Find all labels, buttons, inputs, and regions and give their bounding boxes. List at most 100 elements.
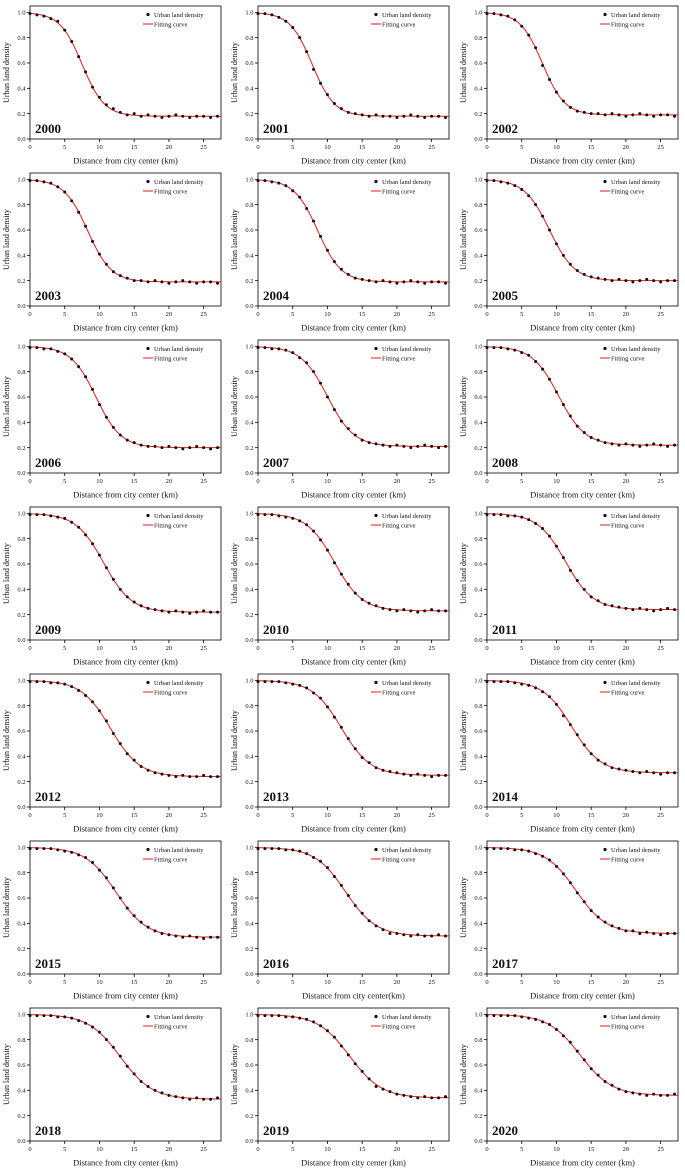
legend-fit-label: Fitting curve <box>382 523 416 530</box>
year-label: 2008 <box>492 455 519 470</box>
y-axis-label: Urban land density <box>2 710 11 771</box>
svg-text:0.4: 0.4 <box>246 587 255 594</box>
legend-scatter-marker <box>374 847 378 852</box>
fitting-curve <box>29 179 221 283</box>
year-label: 2012 <box>35 789 61 804</box>
svg-text:1.0: 1.0 <box>17 177 25 184</box>
y-axis-label: Urban land density <box>459 877 468 938</box>
svg-text:25: 25 <box>429 979 436 986</box>
svg-text:5: 5 <box>520 979 523 986</box>
svg-text:10: 10 <box>325 812 332 819</box>
svg-text:0.6: 0.6 <box>246 60 255 67</box>
year-label: 2006 <box>35 455 62 470</box>
x-axis: 0 5 10 15 20 25 <box>28 640 207 652</box>
legend-scatter-marker <box>603 847 607 852</box>
y-axis: 0.0 0.2 0.4 0.6 0.8 1.0 <box>474 1012 487 1145</box>
legend-scatter-label: Urban land density <box>382 179 432 186</box>
svg-text:25: 25 <box>200 645 207 652</box>
svg-text:0.2: 0.2 <box>474 779 482 786</box>
legend: Urban land density Fitting curve <box>599 346 661 363</box>
fitting-curve <box>486 12 678 116</box>
svg-text:20: 20 <box>166 478 173 485</box>
svg-text:10: 10 <box>96 645 103 652</box>
svg-text:0.0: 0.0 <box>474 804 482 811</box>
legend-fit-label: Fitting curve <box>154 356 188 363</box>
year-label: 2017 <box>492 956 519 971</box>
y-axis: 0.0 0.2 0.4 0.6 0.8 1.0 <box>17 177 30 310</box>
fitting-curve <box>486 1014 678 1096</box>
x-axis-label: Distance from city center (km) <box>301 657 406 667</box>
svg-text:0: 0 <box>28 645 31 652</box>
chart-2011: 0 5 10 15 20 25 0.0 0.2 0.4 0.6 0.8 1.0 Distance fro… <box>459 506 679 667</box>
legend: Urban land density Fitting curve <box>143 847 204 864</box>
chart-2018: 0 5 10 15 20 25 0.0 0.2 0.4 0.6 0.8 1.0 Distance fro… <box>2 1007 222 1168</box>
svg-text:15: 15 <box>359 979 366 986</box>
plot-frame <box>486 172 679 307</box>
chart-2019: 0 5 10 15 20 25 0.0 0.2 0.4 0.6 0.8 1.0 Distance fro… <box>230 1007 450 1168</box>
svg-text:0.4: 0.4 <box>474 1088 483 1095</box>
legend: Urban land density Fitting curve <box>371 12 433 29</box>
svg-text:1.0: 1.0 <box>246 344 254 351</box>
svg-text:0.6: 0.6 <box>474 561 483 568</box>
svg-text:0.2: 0.2 <box>474 946 482 953</box>
y-axis: 0.0 0.2 0.4 0.6 0.8 1.0 <box>17 1012 30 1145</box>
svg-text:10: 10 <box>96 144 103 151</box>
svg-text:0.6: 0.6 <box>17 394 26 401</box>
svg-text:0.8: 0.8 <box>246 35 254 42</box>
year-label: 2005 <box>492 288 519 303</box>
svg-text:0: 0 <box>257 1146 260 1153</box>
legend: Urban land density Fitting curve <box>143 179 204 196</box>
svg-text:5: 5 <box>291 979 294 986</box>
svg-text:0: 0 <box>485 144 488 151</box>
year-label: 2020 <box>492 1123 518 1138</box>
svg-text:0.8: 0.8 <box>474 202 482 209</box>
year-label: 2002 <box>492 121 518 136</box>
x-axis: 0 5 10 15 20 25 <box>485 974 664 986</box>
legend-scatter-label: Urban land density <box>154 12 204 19</box>
fitting-curve <box>486 680 678 774</box>
legend-scatter-marker <box>374 346 378 351</box>
plot-frame <box>486 339 679 474</box>
svg-text:0.4: 0.4 <box>17 754 26 761</box>
svg-text:0.0: 0.0 <box>474 1138 482 1145</box>
scatter-points <box>256 1014 448 1100</box>
svg-text:15: 15 <box>588 478 595 485</box>
legend-fit-label: Fitting curve <box>611 356 645 363</box>
legend: Urban land density Fitting curve <box>599 680 661 697</box>
y-axis: 0.0 0.2 0.4 0.6 0.8 1.0 <box>474 344 487 477</box>
svg-text:20: 20 <box>622 144 629 151</box>
svg-text:5: 5 <box>63 979 66 986</box>
svg-text:20: 20 <box>394 144 401 151</box>
subplot-2015: 0 5 10 15 20 25 0.0 0.2 0.4 0.6 0.8 1.0 Distance fro… <box>0 835 229 1002</box>
legend-scatter-label: Urban land density <box>154 346 204 353</box>
subplot-2000: 0 5 10 15 20 25 0.0 0.2 0.4 0.6 0.8 1.0 Distance fro… <box>0 0 229 167</box>
y-axis-label: Urban land density <box>230 376 239 437</box>
legend: Urban land density Fitting curve <box>599 847 661 864</box>
svg-text:0.8: 0.8 <box>474 703 482 710</box>
x-axis-label: Distance from city center (km) <box>530 1158 635 1168</box>
y-axis-label: Urban land density <box>230 877 239 938</box>
plot-frame <box>29 1007 222 1142</box>
y-axis-label: Urban land density <box>459 376 468 437</box>
subplot-2020: 0 5 10 15 20 25 0.0 0.2 0.4 0.6 0.8 1.0 Distance fro… <box>456 1002 685 1169</box>
svg-text:0.6: 0.6 <box>246 728 255 735</box>
svg-text:0.8: 0.8 <box>17 369 25 376</box>
svg-text:20: 20 <box>166 812 173 819</box>
legend-scatter-marker <box>374 680 378 685</box>
legend-scatter-marker <box>603 1014 607 1019</box>
svg-text:0.8: 0.8 <box>246 870 254 877</box>
y-axis-label: Urban land density <box>2 42 11 103</box>
chart-2008: 0 5 10 15 20 25 0.0 0.2 0.4 0.6 0.8 1.0 Distance fro… <box>459 339 679 500</box>
legend-scatter-label: Urban land density <box>154 1014 204 1021</box>
subplot-2019: 0 5 10 15 20 25 0.0 0.2 0.4 0.6 0.8 1.0 Distance fro… <box>228 1002 457 1169</box>
subplot-2008: 0 5 10 15 20 25 0.0 0.2 0.4 0.6 0.8 1.0 Distance fro… <box>456 334 685 501</box>
svg-text:0.2: 0.2 <box>474 111 482 118</box>
svg-text:10: 10 <box>325 311 332 318</box>
svg-text:15: 15 <box>588 1146 595 1153</box>
svg-text:25: 25 <box>200 1146 207 1153</box>
legend-scatter-label: Urban land density <box>611 680 661 687</box>
svg-text:0.2: 0.2 <box>246 946 254 953</box>
svg-text:15: 15 <box>131 645 138 652</box>
svg-text:15: 15 <box>588 979 595 986</box>
legend-scatter-marker <box>603 12 607 17</box>
